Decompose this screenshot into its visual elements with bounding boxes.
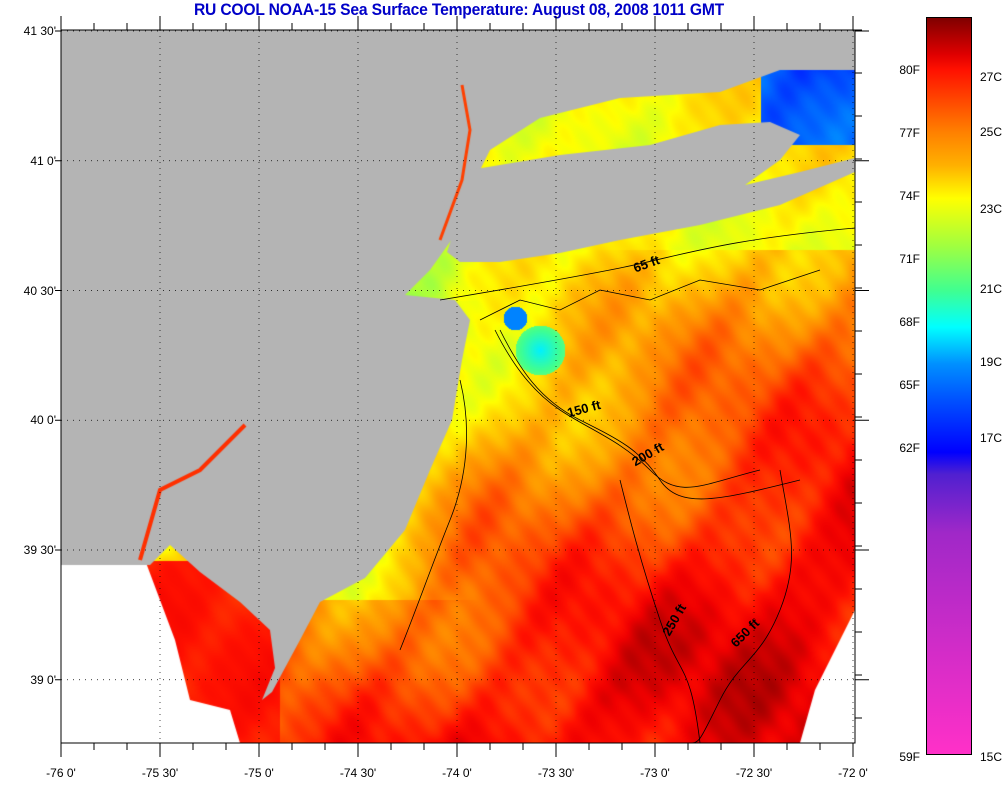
bathymetry-contour bbox=[399, 379, 467, 651]
lon-tick-label: -74 30' bbox=[339, 766, 377, 780]
lon-tick-label: -74 0' bbox=[442, 766, 472, 780]
colorbar-c-label: 25C bbox=[980, 125, 1003, 139]
lon-tick-label: -72 0' bbox=[838, 766, 868, 780]
colorbar-f-label: 80F bbox=[899, 63, 920, 77]
lon-tick-label: -75 0' bbox=[244, 766, 274, 780]
colorbar-f-label: 59F bbox=[899, 750, 920, 764]
contour-label: 150 ft bbox=[565, 397, 602, 420]
bathymetry-contour bbox=[494, 329, 761, 488]
bathymetry-contour bbox=[689, 469, 792, 744]
colorbar bbox=[926, 17, 972, 755]
lat-tick-label: 40 0' bbox=[30, 413, 56, 428]
colorbar-c-label: 17C bbox=[980, 431, 1003, 445]
colorbar-f-label: 77F bbox=[899, 126, 920, 140]
bathymetry-contour bbox=[479, 269, 821, 321]
bathymetry-contour bbox=[499, 329, 801, 500]
colorbar-f-label: 62F bbox=[899, 441, 920, 455]
lon-tick-label: -73 30' bbox=[537, 766, 575, 780]
lat-tick-label: 41 30' bbox=[23, 24, 56, 38]
colorbar-c-label: 21C bbox=[980, 282, 1003, 296]
lon-tick-label: -76 0' bbox=[46, 766, 76, 780]
colorbar-f-label: 65F bbox=[899, 378, 920, 392]
lat-tick-label: 39 0' bbox=[30, 672, 56, 687]
lat-tick-label: 39 30' bbox=[23, 543, 56, 557]
lat-tick-label: 40 30' bbox=[23, 283, 56, 298]
colorbar-c-label: 27C bbox=[980, 70, 1003, 84]
colorbar-f-label: 74F bbox=[899, 189, 920, 203]
bathymetry-contour bbox=[439, 227, 856, 301]
lon-tick-label: -75 30' bbox=[141, 766, 179, 780]
chart-title: RU COOL NOAA-15 Sea Surface Temperature:… bbox=[193, 0, 725, 19]
colorbar-c-label: 15C bbox=[980, 750, 1003, 764]
lon-tick-label: -73 0' bbox=[640, 766, 670, 780]
contour-label: 250 ft bbox=[659, 601, 689, 638]
lon-tick-label: -72 30' bbox=[735, 766, 773, 780]
lat-tick-label: 41 0' bbox=[30, 153, 56, 168]
colorbar-c-label: 19C bbox=[980, 355, 1003, 369]
contour-label: 65 ft bbox=[631, 252, 662, 275]
map-frame bbox=[60, 29, 856, 744]
colorbar-f-label: 71F bbox=[899, 252, 920, 266]
sst-map bbox=[61, 30, 855, 743]
colorbar-f-label: 68F bbox=[899, 315, 920, 329]
colorbar-c-label: 23C bbox=[980, 202, 1003, 216]
bathymetry-contour bbox=[619, 479, 701, 744]
contour-label: 650 ft bbox=[728, 615, 763, 650]
sst-raster bbox=[61, 30, 855, 743]
